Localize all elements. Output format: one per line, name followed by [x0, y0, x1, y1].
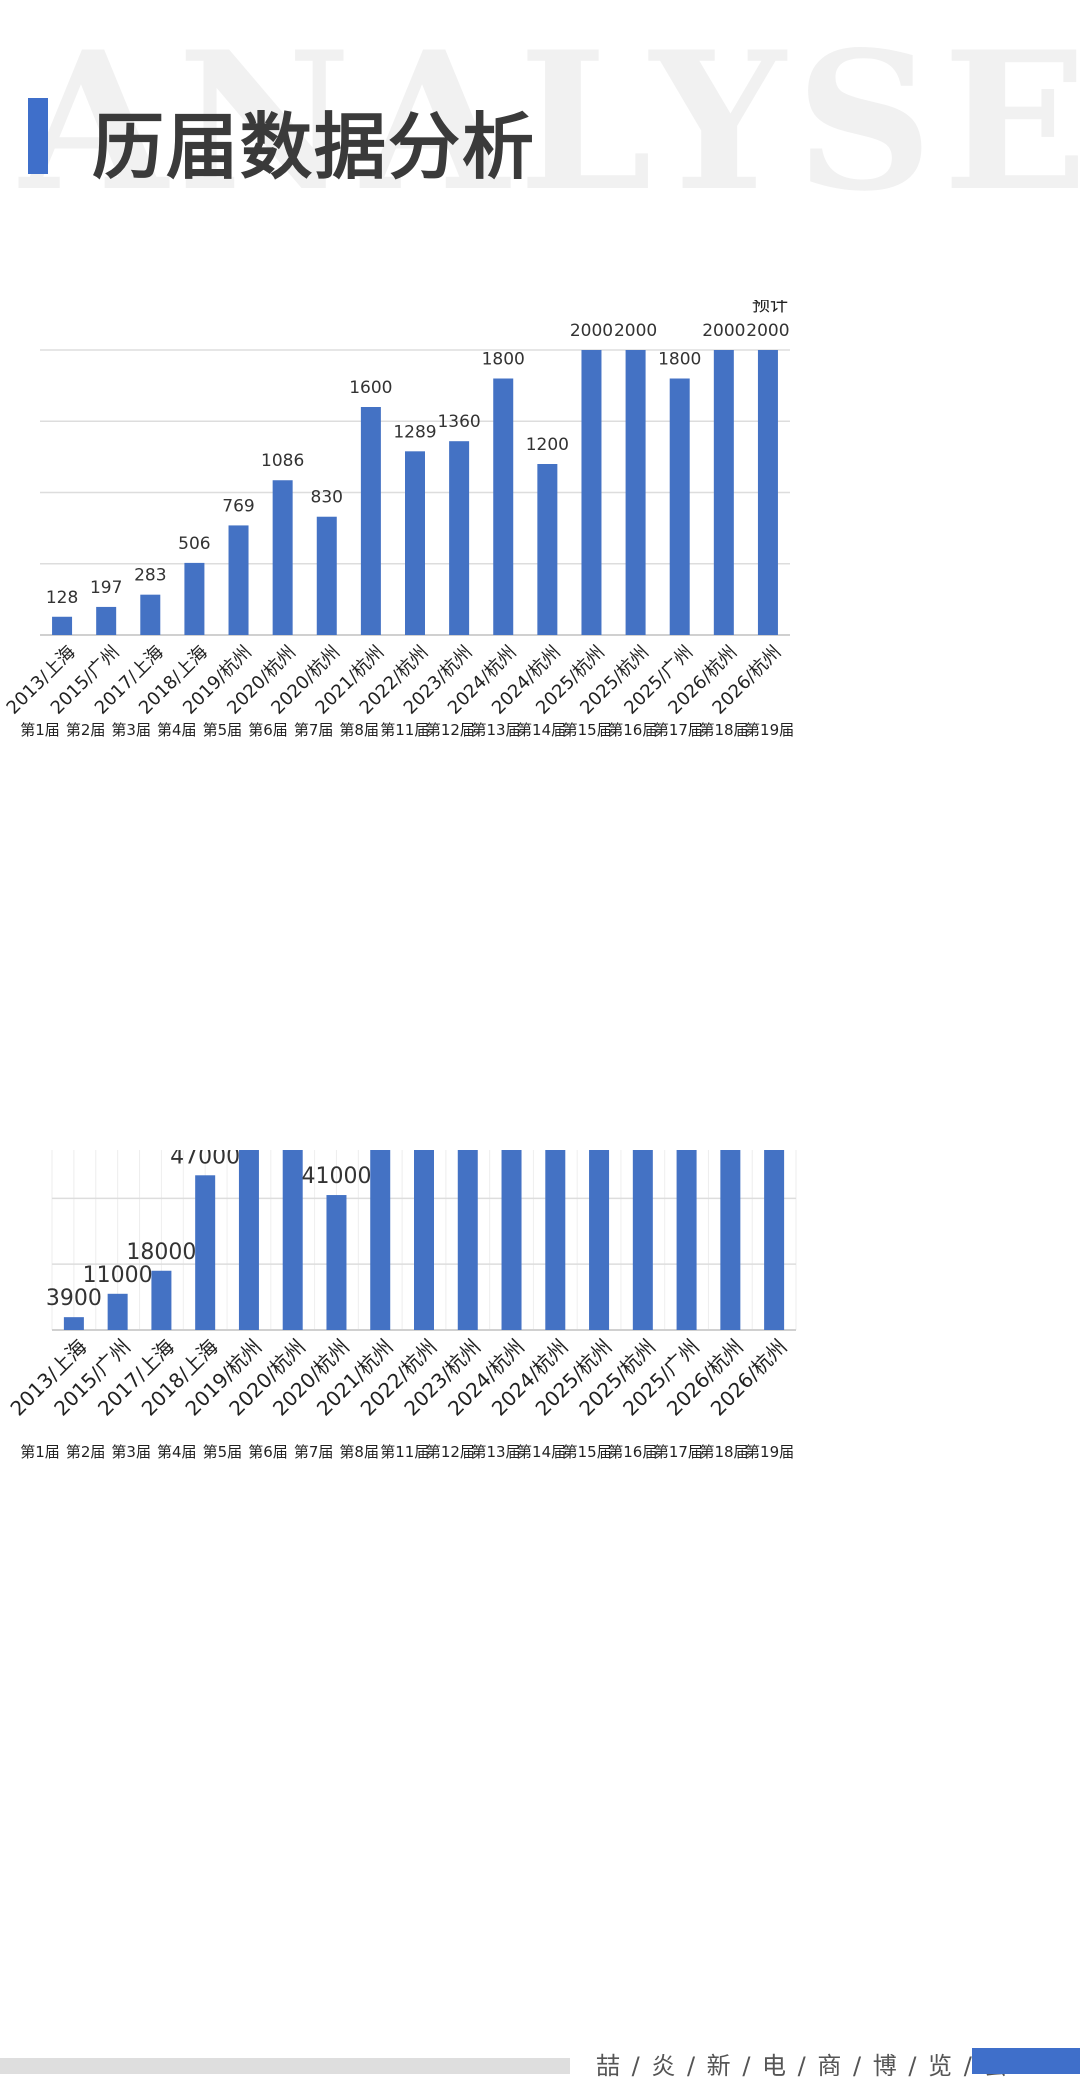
bar — [151, 1270, 172, 1330]
data-label: 1800 — [658, 350, 701, 370]
bar — [63, 1317, 84, 1330]
data-label: 3900 — [46, 1286, 102, 1311]
session-label: 第16届 — [608, 721, 657, 739]
title-accent-bar — [28, 98, 48, 174]
data-label: 2000 — [614, 321, 657, 341]
bar — [589, 1150, 610, 1330]
session-label: 第15届 — [563, 1443, 612, 1461]
bar — [632, 1150, 653, 1330]
session-label: 第7届 — [294, 1443, 334, 1461]
data-label: 128 — [46, 588, 78, 608]
session-label: 第5届 — [203, 1443, 243, 1461]
bar — [720, 1150, 741, 1330]
session-label: 第16届 — [608, 1443, 657, 1461]
session-label: 第14届 — [517, 721, 566, 739]
data-label: 2000 — [746, 321, 789, 341]
bar — [501, 1150, 522, 1330]
data-label: 1200 — [526, 435, 569, 455]
bar — [238, 1150, 259, 1330]
data-label: 1360 — [437, 412, 480, 432]
data-label: 2000 — [702, 321, 745, 341]
data-label: 41000 — [301, 1164, 371, 1189]
session-label: 第7届 — [294, 721, 334, 739]
session-label: 第18届 — [699, 721, 748, 739]
bar — [282, 1150, 303, 1330]
bar — [669, 378, 690, 635]
data-label: 1086 — [261, 451, 304, 471]
bar — [581, 350, 602, 635]
session-label: 第17届 — [654, 721, 703, 739]
session-label: 第4届 — [157, 1443, 197, 1461]
session-label: 第11届 — [380, 721, 429, 739]
bar — [493, 378, 514, 635]
data-label: 2000 — [570, 321, 613, 341]
session-label: 第4届 — [157, 721, 197, 739]
bar — [625, 350, 646, 635]
bar — [184, 562, 205, 635]
bar — [676, 1150, 697, 1330]
session-label: 第19届 — [745, 721, 794, 739]
data-label: 18000 — [126, 1240, 196, 1265]
footer-label: 喆 / 炎 / 新 / 电 / 商 / 博 / 览 / 会 — [596, 2052, 1010, 2080]
session-label: 第14届 — [517, 1443, 566, 1461]
bar — [370, 1150, 391, 1330]
bar — [195, 1175, 216, 1330]
session-label: 第17届 — [654, 1443, 703, 1461]
session-label: 第13届 — [471, 1443, 520, 1461]
session-label: 第3届 — [111, 1443, 151, 1461]
session-label: 第12届 — [426, 721, 475, 739]
session-label: 第11届 — [380, 1443, 429, 1461]
session-label: 第15届 — [563, 721, 612, 739]
data-label: 1289 — [393, 422, 436, 442]
footer-divider-left — [0, 2058, 570, 2074]
bar — [764, 1150, 785, 1330]
bar — [96, 606, 117, 635]
data-label: 283 — [134, 566, 166, 586]
bar — [414, 1150, 434, 1330]
session-label: 第19届 — [745, 1443, 794, 1461]
watermark-text: ANALYSE — [20, 10, 1080, 233]
session-label: 第8届 — [339, 721, 379, 739]
data-label: 1600 — [349, 378, 392, 398]
session-label: 第3届 — [111, 721, 151, 739]
bar — [537, 464, 558, 635]
bar — [405, 451, 425, 635]
data-label: 197 — [90, 578, 122, 598]
session-label: 第6届 — [248, 1443, 288, 1461]
bar — [52, 616, 73, 635]
bar — [545, 1150, 566, 1330]
footer-accent-bar — [972, 2048, 1080, 2074]
session-label: 第12届 — [426, 1443, 475, 1461]
data-label: 830 — [311, 488, 343, 508]
bar — [713, 350, 734, 635]
visitors-bar-chart: 历届参观渠道预计39002013/上海第1届110002015/广州第2届180… — [5, 1150, 797, 1461]
bar — [757, 350, 778, 635]
data-label: 1800 — [482, 350, 525, 370]
bar — [316, 516, 337, 635]
bar — [326, 1195, 347, 1330]
page-title: 历届数据分析 — [92, 104, 537, 189]
session-label: 第1届 — [20, 1443, 60, 1461]
data-label: 47000 — [170, 1150, 240, 1169]
session-label: 第8届 — [339, 1443, 379, 1461]
bar — [449, 441, 470, 635]
session-label: 第6届 — [248, 721, 288, 739]
session-label: 第1届 — [20, 721, 60, 739]
session-label: 第18届 — [699, 1443, 748, 1461]
bar — [140, 594, 161, 635]
session-label: 第5届 — [203, 721, 243, 739]
session-label: 第2届 — [66, 721, 106, 739]
bar — [272, 480, 293, 635]
bar — [360, 407, 381, 635]
forecast-note: 预计 — [752, 300, 788, 316]
data-label: 11000 — [83, 1263, 153, 1288]
session-label: 第13届 — [471, 721, 520, 739]
session-label: 第2届 — [66, 1443, 106, 1461]
bar — [228, 525, 249, 635]
brands-bar-chart: 历届参展品牌预计1282013/上海第1届1972015/广州第2届283201… — [3, 300, 795, 739]
data-label: 506 — [178, 534, 210, 554]
bar — [457, 1150, 478, 1330]
data-label: 769 — [222, 496, 254, 516]
bar — [107, 1293, 128, 1330]
